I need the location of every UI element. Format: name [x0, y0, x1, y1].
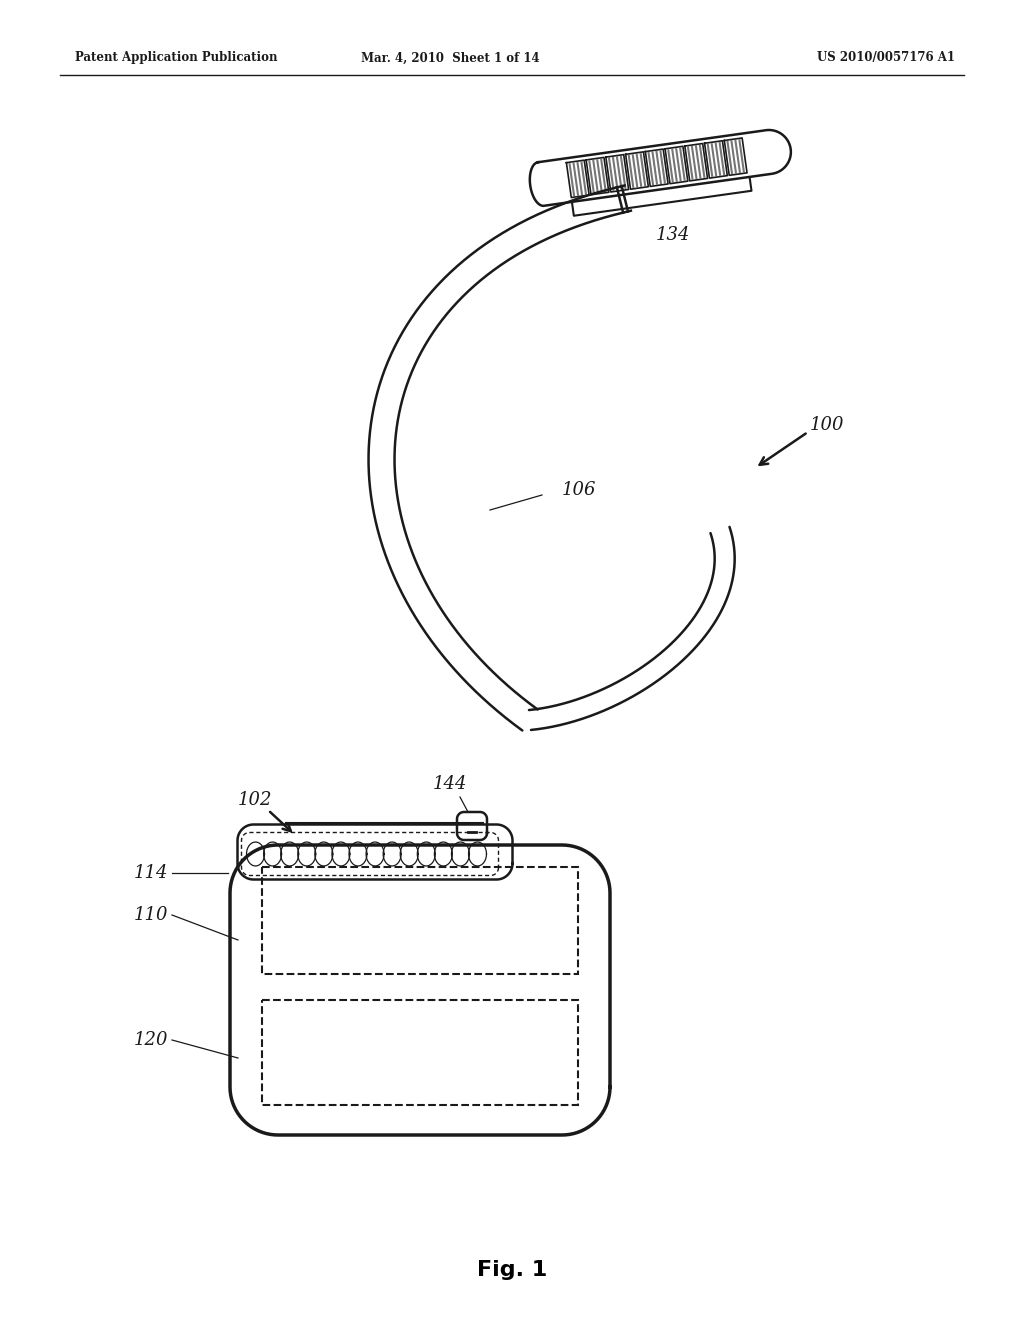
- Text: 144: 144: [433, 775, 467, 793]
- Text: 114: 114: [133, 865, 168, 882]
- Bar: [262, 867, 578, 974]
- Text: 110: 110: [133, 906, 168, 924]
- Text: US 2010/0057176 A1: US 2010/0057176 A1: [817, 51, 955, 65]
- Text: 102: 102: [238, 791, 272, 809]
- FancyArrowPatch shape: [760, 433, 806, 465]
- Text: Patent Application Publication: Patent Application Publication: [75, 51, 278, 65]
- Text: 120: 120: [133, 1031, 168, 1049]
- Text: Fig. 1: Fig. 1: [477, 1261, 547, 1280]
- Text: 134: 134: [656, 226, 690, 244]
- Bar: [262, 1001, 578, 1105]
- Text: 100: 100: [810, 416, 845, 434]
- FancyArrowPatch shape: [270, 812, 291, 832]
- Text: Mar. 4, 2010  Sheet 1 of 14: Mar. 4, 2010 Sheet 1 of 14: [360, 51, 540, 65]
- Text: 106: 106: [562, 480, 597, 499]
